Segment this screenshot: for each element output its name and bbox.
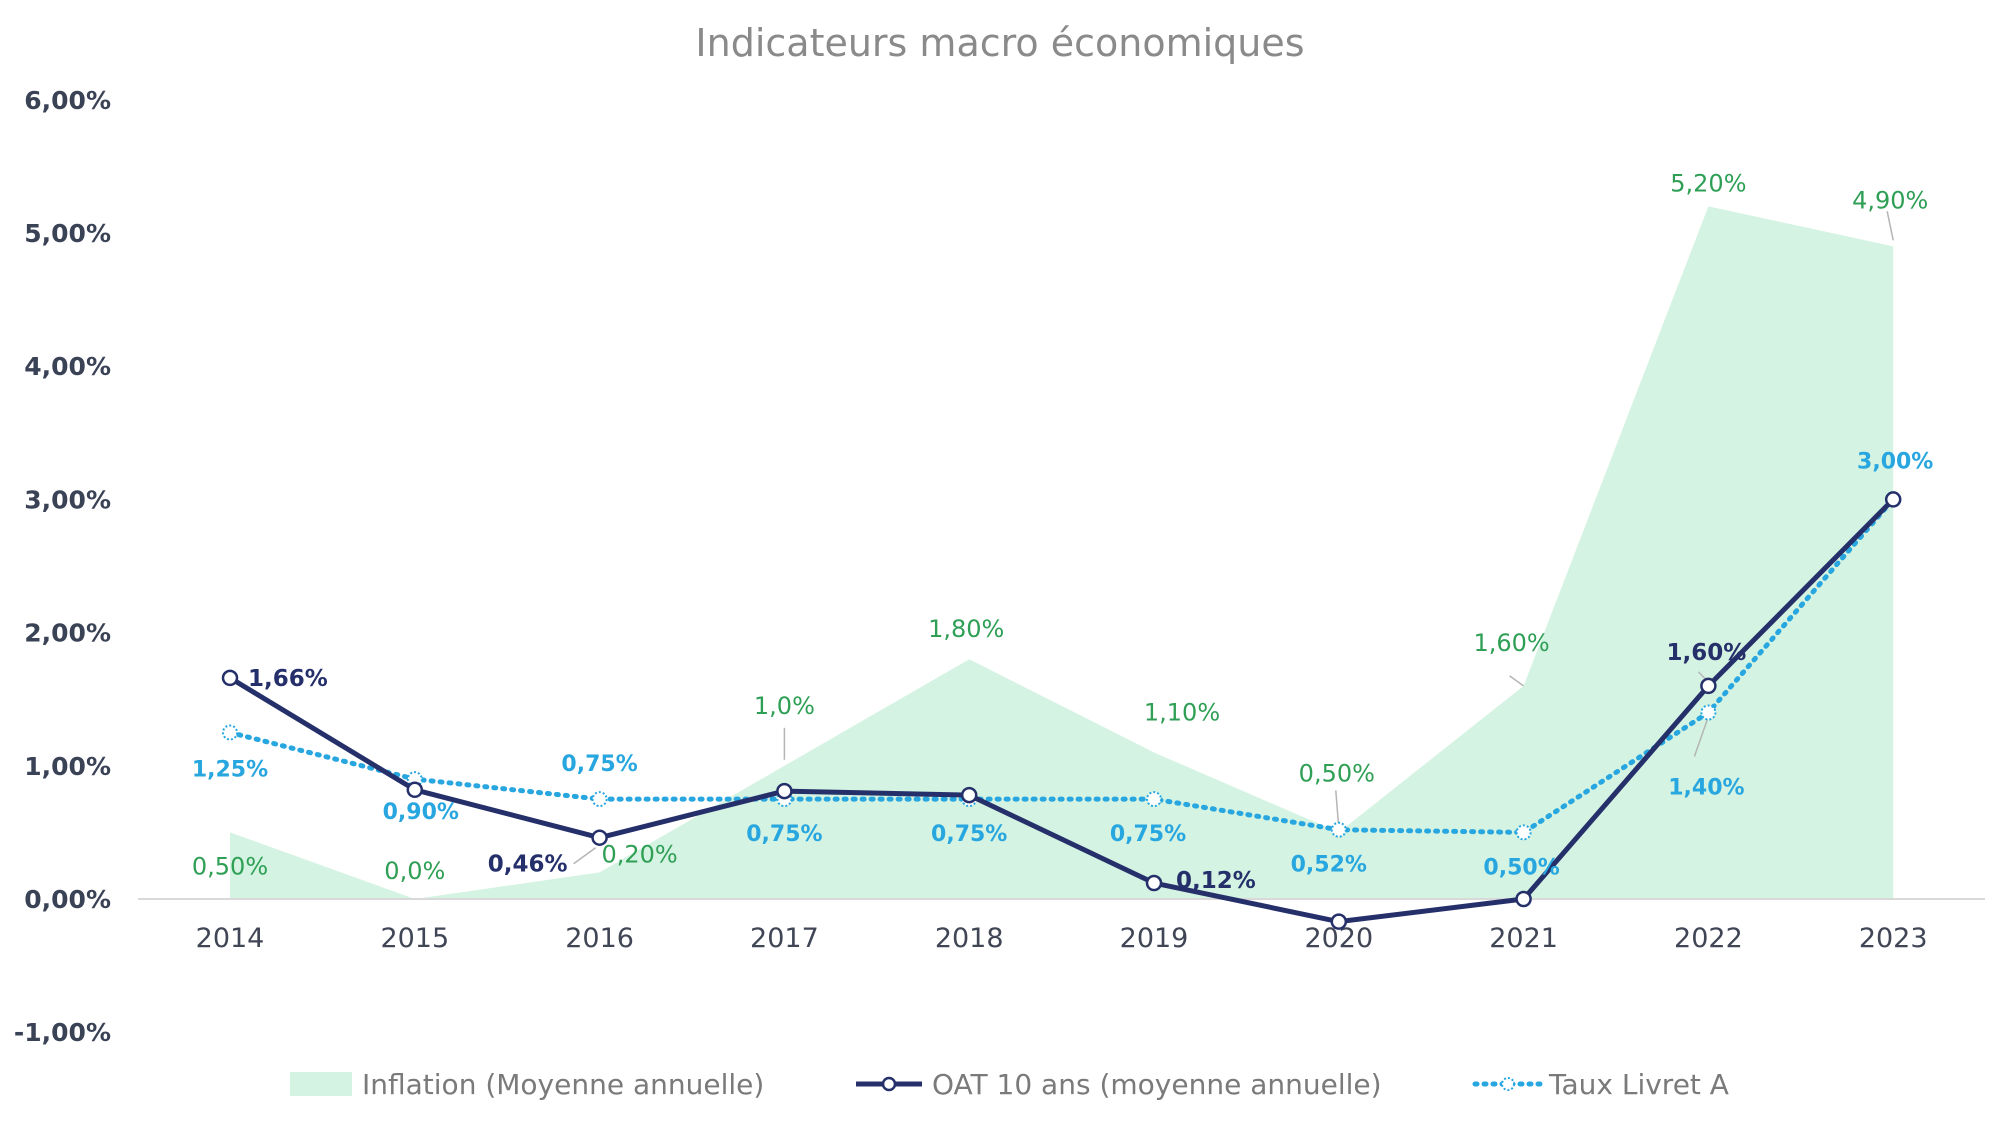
x-tick-label: 2014 [196, 923, 265, 954]
label-leader-line [1509, 675, 1525, 687]
inflation-data-label: 4,90% [1852, 186, 1928, 214]
y-tick-label: 5,00% [24, 219, 111, 248]
y-tick-label: 0,00% [24, 885, 111, 914]
y-tick-label: 4,00% [24, 352, 111, 381]
inflation-data-label: 1,80% [928, 615, 1004, 643]
oat-line [228, 497, 1895, 925]
livret-a-point [591, 791, 608, 808]
x-tick-label: 2019 [1120, 923, 1189, 954]
oat-data-label: 1,60% [1667, 640, 1747, 666]
livret-a-data-label: 0,52% [1291, 853, 1367, 878]
oat-point [1884, 491, 1902, 508]
livret-a-point [1330, 821, 1347, 838]
oat-point [406, 781, 424, 799]
oat-point [776, 782, 793, 800]
oat-point [221, 669, 239, 687]
x-axis-ticks: 2014 2015 2016 2017 2018 2019 2020 2021 2022 2023 [196, 923, 1928, 954]
data-labels: 0,50% 0,0% 0,20% 1,0% 1,80% 1,10% 0,50% 1,60% 5,… [192, 169, 1934, 894]
y-tick-label: 6,00% [24, 86, 111, 115]
livret-a-data-label: 1,40% [1668, 776, 1744, 801]
inflation-area [230, 206, 1894, 900]
inflation-data-label: 1,10% [1144, 698, 1220, 726]
oat-point [591, 829, 608, 846]
chart-title: Indicateurs macro économiques [695, 21, 1304, 65]
livret-a-data-label: 0,75% [746, 822, 822, 847]
x-tick-label: 2018 [935, 923, 1004, 954]
legend-label-inflation: Inflation (Moyenne annuelle) [362, 1068, 764, 1101]
livret-a-data-label: 0,90% [383, 800, 459, 825]
livret-a-point [1515, 824, 1532, 841]
oat-data-label: 0,46% [488, 852, 568, 878]
legend: Inflation (Moyenne annuelle) OAT 10 ans … [290, 1068, 1729, 1101]
x-tick-label: 2017 [750, 923, 819, 954]
inflation-area-layer [230, 206, 1894, 900]
y-axis-ticks: 6,00% 5,00% 4,00% 3,00% 2,00% 1,00% 0,00% -1,00… [14, 86, 111, 1047]
inflation-data-label: 0,50% [192, 852, 268, 880]
x-tick-label: 2023 [1859, 923, 1928, 954]
label-leader-line [1693, 716, 1710, 757]
livret-a-data-label: 1,25% [192, 758, 268, 783]
inflation-data-label: 5,20% [1670, 169, 1746, 197]
livret-a-point [1700, 704, 1717, 721]
livret-a-point [222, 724, 238, 741]
inflation-data-label: 0,50% [1299, 759, 1375, 787]
livret-a-data-label: 0,75% [561, 752, 637, 777]
legend-label-livret: Taux Livret A [1548, 1068, 1729, 1101]
y-tick-label: 1,00% [24, 752, 111, 781]
inflation-data-label: 0,0% [384, 857, 445, 885]
x-tick-label: 2021 [1489, 923, 1558, 954]
livret-a-data-label: 0,50% [1483, 855, 1559, 880]
label-leader-line [573, 847, 597, 865]
oat-point [1515, 890, 1532, 908]
oat-data-label: 1,66% [248, 666, 328, 692]
oat-point [1330, 913, 1348, 930]
legend-swatch-inflation [290, 1072, 352, 1096]
livret-a-data-label: 0,75% [1110, 822, 1186, 847]
x-tick-label: 2016 [565, 923, 634, 954]
legend-label-oat: OAT 10 ans (moyenne annuelle) [932, 1068, 1382, 1101]
livret-a-data-label: 0,75% [931, 822, 1007, 847]
legend-swatch-livret-marker [1501, 1077, 1515, 1091]
oat-line-layer [221, 491, 1902, 930]
x-tick-label: 2015 [380, 923, 449, 954]
livret-a-data-label: 3,00% [1857, 449, 1933, 474]
legend-swatch-oat-marker [881, 1076, 897, 1092]
label-leader-line [1886, 211, 1894, 241]
oat-point [960, 786, 978, 804]
oat-point [1700, 677, 1717, 695]
livret-a-point [1146, 791, 1162, 808]
inflation-data-label: 0,20% [601, 840, 677, 868]
livret-a-line [227, 496, 1896, 835]
y-tick-label: 2,00% [24, 619, 111, 648]
x-tick-label: 2022 [1674, 923, 1743, 954]
inflation-data-label: 1,60% [1473, 629, 1549, 657]
oat-data-label: 0,12% [1176, 868, 1256, 894]
inflation-data-label: 1,0% [754, 692, 815, 720]
oat-point [1145, 874, 1163, 892]
y-tick-label: -1,00% [14, 1018, 111, 1047]
y-tick-label: 3,00% [24, 485, 111, 514]
